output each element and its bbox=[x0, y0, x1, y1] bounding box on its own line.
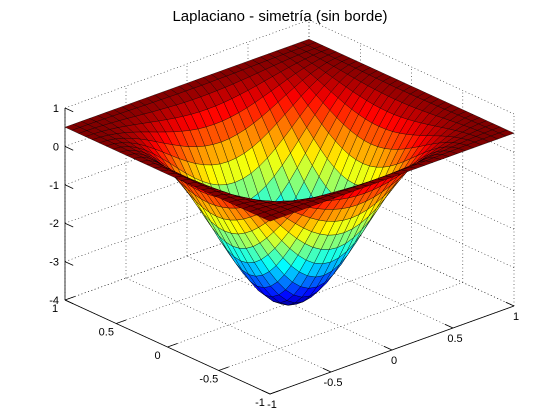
gridline-floor-x bbox=[247, 233, 454, 329]
z-tick-mark bbox=[64, 261, 74, 266]
x-tick-label: -1 bbox=[267, 399, 277, 411]
z-tick-label: -3 bbox=[49, 257, 59, 269]
gridline-back-y-z bbox=[64, 19, 310, 109]
z-tick-label: 1 bbox=[53, 103, 59, 115]
z-tick-label: -4 bbox=[49, 295, 59, 307]
x-tick-mark bbox=[444, 323, 454, 329]
z-tick-mark bbox=[64, 107, 74, 113]
y-tick-label: -1 bbox=[255, 397, 265, 409]
z-tick-mark bbox=[64, 299, 74, 305]
z-tick-label: 0 bbox=[53, 141, 59, 153]
gridline-back-x-z bbox=[308, 19, 515, 115]
y-tick-label: 0 bbox=[154, 350, 160, 362]
y-tick-mark bbox=[218, 366, 229, 371]
x-tick-mark bbox=[505, 301, 515, 307]
y-tick-mark bbox=[64, 296, 75, 301]
surface-mesh bbox=[64, 39, 515, 306]
x-tick-mark bbox=[261, 389, 271, 395]
gridline-back-x-z bbox=[308, 134, 515, 230]
gridline-floor-x bbox=[125, 277, 332, 373]
x-tick-label: 1 bbox=[513, 311, 519, 323]
y-tick-label: 1 bbox=[52, 303, 58, 315]
y-tick-label: -0.5 bbox=[199, 374, 218, 386]
tick-labels: -1-0.500.51-1-0.500.51-4-3-2-101 bbox=[49, 103, 519, 411]
x-tick-mark bbox=[322, 367, 332, 373]
y-tick-mark bbox=[116, 319, 127, 324]
gridline-back-x-z bbox=[308, 173, 515, 268]
z-tick-mark bbox=[64, 146, 74, 151]
gridline-back-y-z bbox=[64, 173, 310, 262]
x-tick-label: -0.5 bbox=[324, 377, 343, 389]
gridline-floor-y bbox=[64, 211, 310, 301]
gridline-floor-y bbox=[218, 282, 463, 371]
y-tick-mark bbox=[167, 343, 178, 348]
z-tick-label: -2 bbox=[49, 218, 59, 230]
z-tick-mark bbox=[64, 222, 74, 228]
z-tick-mark bbox=[64, 184, 74, 189]
y-tick-mark bbox=[269, 390, 280, 395]
y-tick-label: 0.5 bbox=[99, 327, 114, 339]
chart-title: Laplaciano - simetría (sin borde) bbox=[172, 8, 387, 25]
gridline-floor-y bbox=[116, 235, 361, 324]
z-tick-label: -1 bbox=[49, 180, 59, 192]
x-tick-label: 0.5 bbox=[447, 333, 462, 345]
x-tick-label: 0 bbox=[391, 355, 397, 367]
surface-facet bbox=[262, 215, 279, 222]
x-tick-mark bbox=[383, 345, 393, 351]
axes bbox=[64, 107, 515, 395]
